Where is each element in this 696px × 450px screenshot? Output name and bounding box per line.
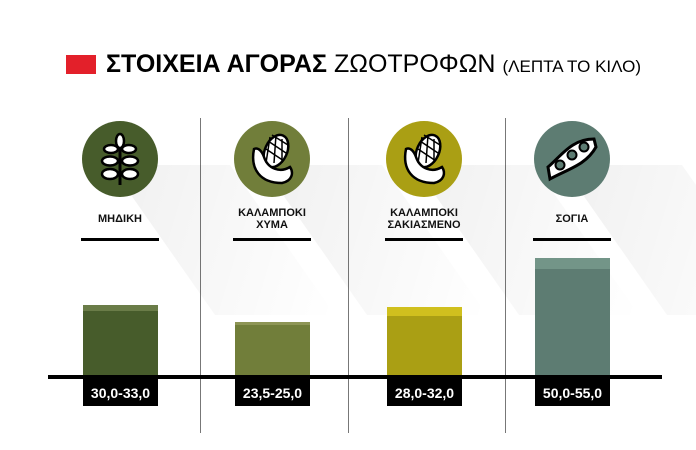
- bar-range-band: [235, 322, 310, 326]
- title-accent-square: [66, 54, 96, 74]
- bar-range-band: [83, 305, 158, 312]
- value-label: 28,0-32,0: [387, 379, 462, 406]
- bar-range-band: [387, 307, 462, 316]
- value-label: 23,5-25,0: [235, 379, 310, 406]
- soybean-icon: [546, 137, 598, 181]
- alfalfa-icon: [100, 132, 140, 187]
- title-unit: (ΛΕΠΤΑ ΤΟ ΚΙΛΟ): [502, 56, 642, 76]
- chart-title: ΣΤΟΙΧΕΙΑ ΑΓΟΡΑΣ ΖΩΟΤΡΟΦΩΝ (ΛΕΠΤΑ ΤΟ ΚΙΛΟ…: [66, 50, 641, 78]
- bar-range-band: [535, 257, 610, 269]
- category-label-line: ΣΟΓΙΑ: [555, 213, 589, 225]
- column-divider: [348, 118, 349, 433]
- category-label-line: ΣΑΚΙΑΣΜΕΝΟ: [387, 219, 461, 231]
- label-underline: [385, 238, 463, 241]
- label-underline: [233, 238, 311, 241]
- label-underline: [81, 238, 159, 241]
- category-label-line: ΚΑΛΑΜΠΟΚΙ: [390, 207, 458, 219]
- value-label: 50,0-55,0: [535, 379, 610, 406]
- title-bold: ΣΤΟΙΧΕΙΑ ΑΓΟΡΑΣ: [106, 49, 327, 78]
- category-icon-circle: [386, 121, 462, 197]
- value-label: 30,0-33,0: [83, 379, 158, 406]
- category-label: ΚΑΛΑΜΠΟΚΙ ΣΑΚΙΑΣΜΕΝΟ: [364, 207, 484, 231]
- bar-2: [235, 322, 310, 376]
- label-underline: [533, 238, 611, 241]
- column-divider: [200, 118, 201, 433]
- category-icon-circle: [534, 121, 610, 197]
- title-regular: ΖΩΟΤΡΟΦΩΝ: [333, 49, 496, 78]
- category-label-line: ΜΗΔΙΚΗ: [98, 213, 142, 225]
- category-label: ΣΟΓΙΑ: [512, 213, 632, 225]
- baseline: [48, 375, 662, 379]
- column-divider: [505, 118, 506, 433]
- corn-icon: [403, 129, 447, 185]
- category-label: ΚΑΛΑΜΠΟΚΙ ΧΥΜΑ: [212, 207, 332, 231]
- bar-1: [83, 305, 158, 376]
- category-label-line: ΧΥΜΑ: [256, 219, 288, 231]
- bar-3: [387, 307, 462, 376]
- category-icon-circle: [234, 121, 310, 197]
- category-label: ΜΗΔΙΚΗ: [60, 213, 180, 225]
- category-icon-circle: [82, 121, 158, 197]
- category-label-line: ΚΑΛΑΜΠΟΚΙ: [238, 207, 306, 219]
- bar-4: [535, 257, 610, 376]
- corn-icon: [251, 129, 295, 185]
